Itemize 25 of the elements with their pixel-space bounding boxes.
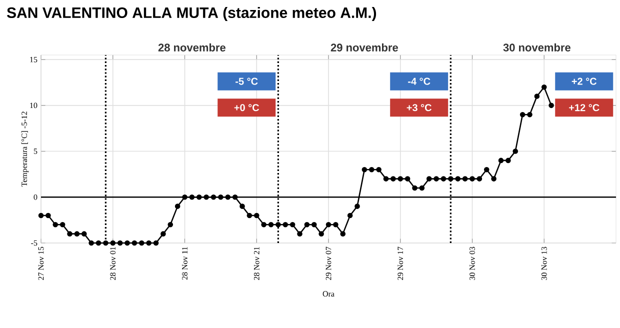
annotation: -4 °C xyxy=(408,78,430,85)
y-tick-label: -5 xyxy=(31,240,38,246)
y-tick-label: 5 xyxy=(34,148,38,154)
x-tick-label: 30 Nov 13 xyxy=(541,246,547,280)
annotation: +2 °C xyxy=(572,78,597,85)
text: 28 novembre xyxy=(158,43,226,52)
x-tick-label: 29 Nov 07 xyxy=(326,246,332,280)
text: 30 novembre xyxy=(503,43,570,52)
y-axis-title: Temperatura [°C] -5-12 xyxy=(21,112,29,187)
annotation: +12 °C xyxy=(569,104,600,112)
x-tick-label: 30 Nov 03 xyxy=(470,246,475,280)
x-tick-label: 27 Nov 15 xyxy=(38,246,44,280)
chart-title: SAN VALENTINO ALLA MUTA (stazione meteo A.M.) xyxy=(6,7,376,21)
annotation: +3 °C xyxy=(406,104,432,112)
y-tick-label: 15 xyxy=(30,56,38,62)
annotation: +0 °C xyxy=(234,104,260,112)
x-tick-label: 29 Nov 17 xyxy=(398,246,404,280)
text: 29 novembre xyxy=(330,43,398,52)
y-tick-label: 10 xyxy=(30,102,38,108)
annotation: -5 °C xyxy=(236,78,258,85)
y-tick-label: 0 xyxy=(34,194,38,200)
x-axis-title: Ora xyxy=(322,291,334,297)
x-tick-label: 28 Nov 01 xyxy=(110,247,116,280)
x-tick-label: 28 Nov 11 xyxy=(182,247,188,280)
x-tick-label: 28 Nov 21 xyxy=(254,247,260,280)
